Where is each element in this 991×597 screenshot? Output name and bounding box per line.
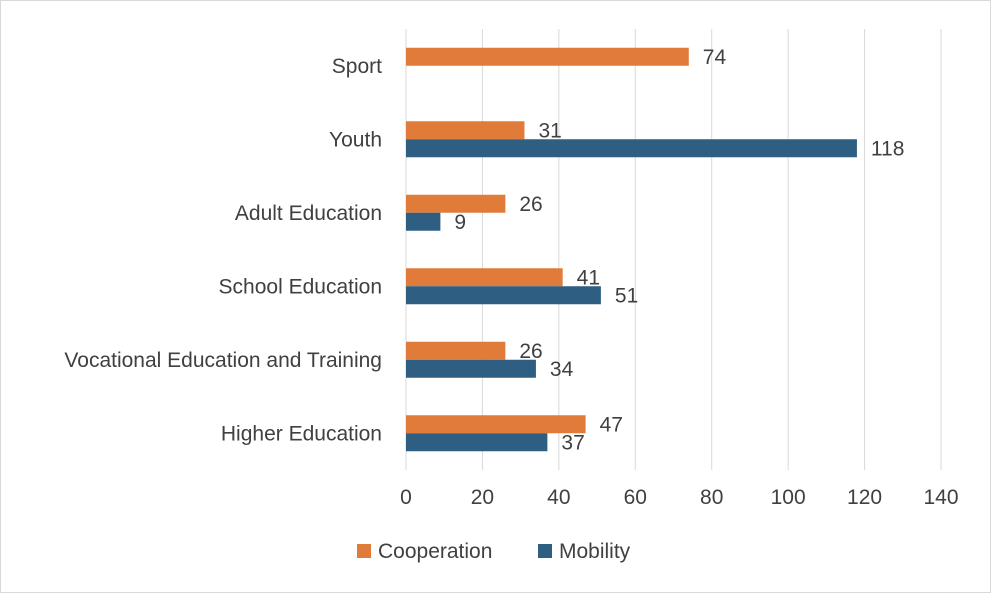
x-axis-ticks: 0 20 40 60 80 100 120 140 <box>400 486 958 509</box>
gridlines <box>405 29 942 470</box>
bar-mobility-school-education <box>406 286 601 305</box>
data-label-cooperation-sport: 74 <box>703 46 727 69</box>
legend-label-mobility: Mobility <box>559 540 631 563</box>
data-label-cooperation-vocational-education-and-training: 26 <box>519 340 542 363</box>
legend: Cooperation Mobility <box>357 540 631 563</box>
data-labels: 47 37 26 34 41 51 26 9 31 118 74 <box>454 46 904 455</box>
category-label-youth: Youth <box>329 128 382 151</box>
data-label-mobility-youth: 118 <box>871 137 904 160</box>
bar-cooperation-sport <box>406 47 689 66</box>
data-label-mobility-vocational-education-and-training: 34 <box>550 358 574 381</box>
x-tick-label-40: 40 <box>547 486 570 509</box>
bar-cooperation-adult-education <box>406 194 506 213</box>
category-labels: Higher Education Vocational Education and… <box>64 55 382 446</box>
category-label-higher-education: Higher Education <box>221 422 382 445</box>
data-label-mobility-higher-education: 37 <box>561 431 584 454</box>
category-label-adult-education: Adult Education <box>235 202 382 225</box>
bar-cooperation-youth <box>406 121 525 140</box>
category-label-vocational-education-and-training: Vocational Education and Training <box>64 349 382 372</box>
category-label-sport: Sport <box>332 55 382 78</box>
bar-mobility-youth <box>406 139 857 158</box>
bar-cooperation-higher-education <box>406 415 586 434</box>
data-label-cooperation-adult-education: 26 <box>519 193 542 216</box>
x-tick-label-20: 20 <box>471 486 494 509</box>
category-label-school-education: School Education <box>219 275 382 298</box>
legend-label-cooperation: Cooperation <box>378 540 492 563</box>
bar-mobility-vocational-education-and-training <box>406 359 536 378</box>
x-tick-label-0: 0 <box>400 486 412 509</box>
bars <box>406 47 857 452</box>
legend-swatch-cooperation <box>357 544 371 558</box>
bar-mobility-higher-education <box>406 433 548 452</box>
bar-cooperation-vocational-education-and-training <box>406 341 506 360</box>
data-label-mobility-adult-education: 9 <box>454 211 466 234</box>
legend-swatch-mobility <box>538 544 552 558</box>
x-tick-label-100: 100 <box>771 486 806 509</box>
data-label-cooperation-school-education: 41 <box>577 266 600 289</box>
x-tick-label-60: 60 <box>624 486 647 509</box>
x-tick-label-120: 120 <box>847 486 882 509</box>
x-tick-label-140: 140 <box>923 486 958 509</box>
data-label-mobility-school-education: 51 <box>615 284 638 307</box>
data-label-cooperation-youth: 31 <box>538 119 561 142</box>
data-label-cooperation-higher-education: 47 <box>600 413 623 436</box>
x-tick-label-80: 80 <box>700 486 723 509</box>
bar-cooperation-school-education <box>406 268 563 287</box>
bar-mobility-adult-education <box>406 212 441 231</box>
